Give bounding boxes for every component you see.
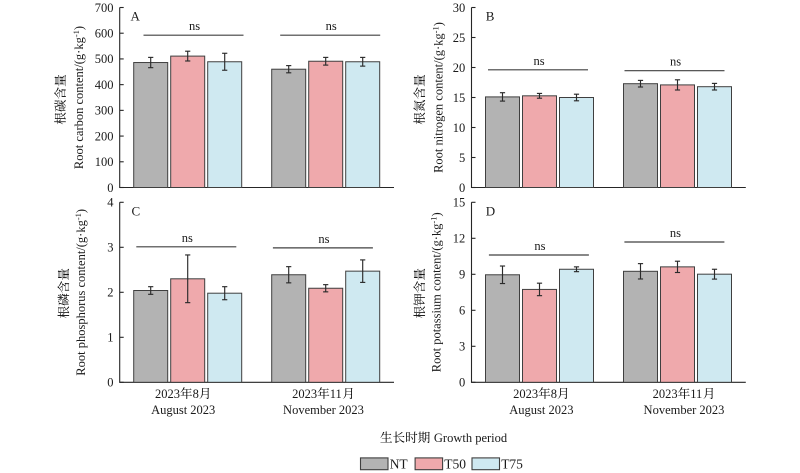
svg-text:25: 25 (453, 31, 466, 45)
svg-text:ns: ns (182, 231, 193, 245)
svg-text:2023: 2023 (653, 387, 678, 401)
svg-text:6: 6 (459, 304, 465, 318)
svg-text:500: 500 (95, 52, 114, 66)
svg-text:10: 10 (453, 121, 466, 135)
svg-text:August 2023: August 2023 (151, 403, 215, 417)
svg-text:T50: T50 (444, 457, 466, 472)
svg-text:11: 11 (690, 387, 702, 401)
svg-text:Root carbon content/(g·kg-1): Root carbon content/(g·kg-1) (71, 26, 86, 169)
svg-text:November 2023: November 2023 (283, 403, 364, 417)
svg-text:8: 8 (551, 387, 557, 401)
svg-text:2023: 2023 (155, 387, 180, 401)
svg-text:700: 700 (95, 1, 114, 15)
svg-text:ns: ns (670, 226, 681, 240)
svg-text:2023: 2023 (292, 387, 317, 401)
svg-text:400: 400 (95, 78, 114, 92)
svg-text:Root potassium content/(g·kg-1: Root potassium content/(g·kg-1) (429, 212, 444, 372)
svg-text:ns: ns (326, 19, 337, 33)
svg-text:15: 15 (453, 91, 466, 105)
svg-text:August 2023: August 2023 (509, 403, 573, 417)
svg-text:300: 300 (95, 104, 114, 118)
svg-text:ns: ns (534, 239, 545, 253)
svg-text:0: 0 (459, 181, 465, 195)
svg-text:30: 30 (453, 1, 466, 15)
svg-text:0: 0 (107, 376, 113, 390)
svg-text:15: 15 (453, 196, 466, 210)
svg-text:A: A (131, 9, 141, 24)
svg-text:2023: 2023 (513, 387, 538, 401)
svg-text:11: 11 (330, 387, 342, 401)
svg-text:1: 1 (107, 331, 113, 345)
svg-text:9: 9 (459, 268, 465, 282)
svg-text:T75: T75 (501, 457, 523, 472)
svg-text:C: C (132, 203, 141, 218)
svg-text:20: 20 (453, 61, 466, 75)
svg-text:2: 2 (107, 286, 113, 300)
svg-text:B: B (486, 9, 495, 24)
svg-text:ns: ns (189, 19, 200, 33)
svg-text:NT: NT (390, 457, 409, 472)
svg-text:5: 5 (459, 151, 465, 165)
svg-text:3: 3 (107, 241, 113, 255)
svg-text:12: 12 (453, 232, 466, 246)
svg-text:600: 600 (95, 27, 114, 41)
svg-text:Root phosphorus content/(g·kg-: Root phosphorus content/(g·kg-1) (73, 209, 88, 376)
svg-text:ns: ns (670, 55, 681, 69)
svg-text:100: 100 (95, 155, 114, 169)
svg-text:D: D (486, 203, 495, 218)
svg-text:3: 3 (459, 340, 465, 354)
svg-text:0: 0 (107, 181, 113, 195)
svg-text:Growth period: Growth period (434, 431, 508, 445)
svg-text:ns: ns (318, 232, 329, 246)
svg-text:4: 4 (107, 196, 114, 210)
svg-text:8: 8 (193, 387, 199, 401)
svg-text:0: 0 (459, 376, 465, 390)
svg-text:November 2023: November 2023 (644, 403, 725, 417)
svg-text:200: 200 (95, 129, 114, 143)
svg-text:Root nitrogen content/(g·kg-1): Root nitrogen content/(g·kg-1) (431, 22, 446, 173)
svg-text:ns: ns (533, 54, 544, 68)
